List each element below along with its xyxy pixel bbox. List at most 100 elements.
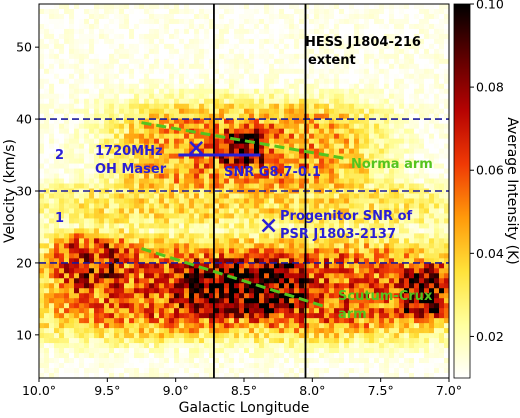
heatmap-cell: [319, 108, 325, 115]
heatmap-cell: [329, 73, 335, 80]
heatmap-cell: [124, 253, 130, 259]
heatmap-cell: [229, 353, 235, 359]
heatmap-cell: [39, 133, 45, 140]
heatmap-cell: [259, 203, 265, 209]
heatmap-cell: [254, 33, 260, 40]
heatmap-cell: [74, 348, 80, 354]
heatmap-cell: [79, 188, 85, 194]
heatmap-cell: [139, 4, 145, 10]
heatmap-cell: [79, 98, 85, 105]
heatmap-cell: [44, 263, 50, 269]
heatmap-cell: [189, 313, 195, 319]
heatmap-cell: [109, 183, 115, 189]
heatmap-cell: [239, 203, 245, 209]
heatmap-cell: [259, 333, 265, 339]
heatmap-cell: [349, 368, 355, 374]
heatmap-cell: [144, 333, 150, 339]
heatmap-cell: [334, 68, 340, 75]
heatmap-cell: [249, 18, 255, 25]
heatmap-cell: [49, 73, 55, 80]
heatmap-cell: [39, 273, 45, 279]
heatmap-cell: [234, 203, 240, 209]
heatmap-cell: [244, 183, 250, 189]
heatmap-cell: [189, 143, 195, 150]
heatmap-cell: [329, 153, 335, 159]
heatmap-cell: [299, 73, 305, 80]
heatmap-cell: [304, 283, 310, 289]
heatmap-cell: [139, 153, 145, 159]
heatmap-cell: [174, 173, 180, 179]
heatmap-cell: [99, 148, 105, 154]
heatmap-cell: [229, 83, 235, 90]
heatmap-cell: [94, 353, 100, 359]
heatmap-cell: [324, 288, 330, 294]
heatmap-cell: [199, 63, 205, 70]
heatmap-cell: [229, 368, 235, 374]
heatmap-cell: [179, 128, 185, 135]
heatmap-cell: [234, 198, 240, 204]
heatmap-cell: [284, 318, 290, 324]
heatmap-cell: [164, 48, 170, 55]
heatmap-cell: [59, 143, 65, 150]
heatmap-cell: [44, 163, 50, 169]
heatmap-cell: [94, 333, 100, 339]
heatmap-cell: [199, 193, 205, 199]
heatmap-cell: [294, 358, 300, 364]
heatmap-cell: [239, 13, 245, 20]
heatmap-cell: [124, 283, 130, 289]
heatmap-cell: [209, 168, 215, 174]
heatmap-cell: [194, 223, 200, 229]
heatmap-cell: [369, 218, 375, 224]
heatmap-cell: [139, 258, 145, 264]
heatmap-cell: [339, 28, 345, 35]
heatmap-cell: [134, 333, 140, 339]
heatmap-cell: [94, 108, 100, 115]
heatmap-cell: [119, 258, 125, 264]
heatmap-cell: [169, 308, 175, 314]
heatmap-cell: [314, 8, 320, 15]
heatmap-cell: [64, 88, 70, 95]
heatmap-cell: [114, 118, 120, 125]
heatmap-cell: [259, 228, 265, 234]
heatmap-cell: [139, 118, 145, 125]
heatmap-cell: [129, 263, 135, 269]
heatmap-cell: [339, 118, 345, 125]
heatmap-cell: [214, 38, 220, 45]
heatmap-cell: [144, 228, 150, 234]
heatmap-cell: [279, 193, 285, 199]
heatmap-cell: [59, 363, 65, 369]
heatmap-cell: [269, 58, 275, 65]
heatmap-cell: [214, 193, 220, 199]
heatmap-cell: [264, 353, 270, 359]
heatmap-cell: [124, 113, 130, 120]
heatmap-cell: [304, 318, 310, 324]
heatmap-cell: [84, 338, 90, 344]
heatmap-cell: [139, 203, 145, 209]
heatmap-cell: [99, 193, 105, 199]
heatmap-cell: [269, 333, 275, 339]
heatmap-cell: [219, 233, 225, 239]
heatmap-cell: [149, 78, 155, 85]
heatmap-cell: [39, 278, 45, 284]
heatmap-cell: [94, 208, 100, 214]
heatmap-cell: [254, 73, 260, 80]
heatmap-cell: [84, 283, 90, 289]
heatmap-cell: [144, 43, 150, 50]
heatmap-cell: [59, 63, 65, 70]
heatmap-cell: [264, 143, 270, 150]
heatmap-cell: [79, 118, 85, 125]
heatmap-cell: [354, 278, 360, 284]
heatmap-cell: [89, 128, 95, 135]
heatmap-cell: [189, 368, 195, 374]
heatmap-cell: [359, 128, 365, 135]
heatmap-cell: [49, 223, 55, 229]
heatmap-cell: [69, 123, 75, 130]
heatmap-cell: [89, 158, 95, 164]
heatmap-cell: [139, 138, 145, 145]
heatmap-cell: [324, 223, 330, 229]
heatmap-cell: [94, 343, 100, 349]
heatmap-cell: [94, 113, 100, 120]
heatmap-cell: [279, 228, 285, 234]
heatmap-cell: [89, 283, 95, 289]
heatmap-cell: [244, 123, 250, 130]
